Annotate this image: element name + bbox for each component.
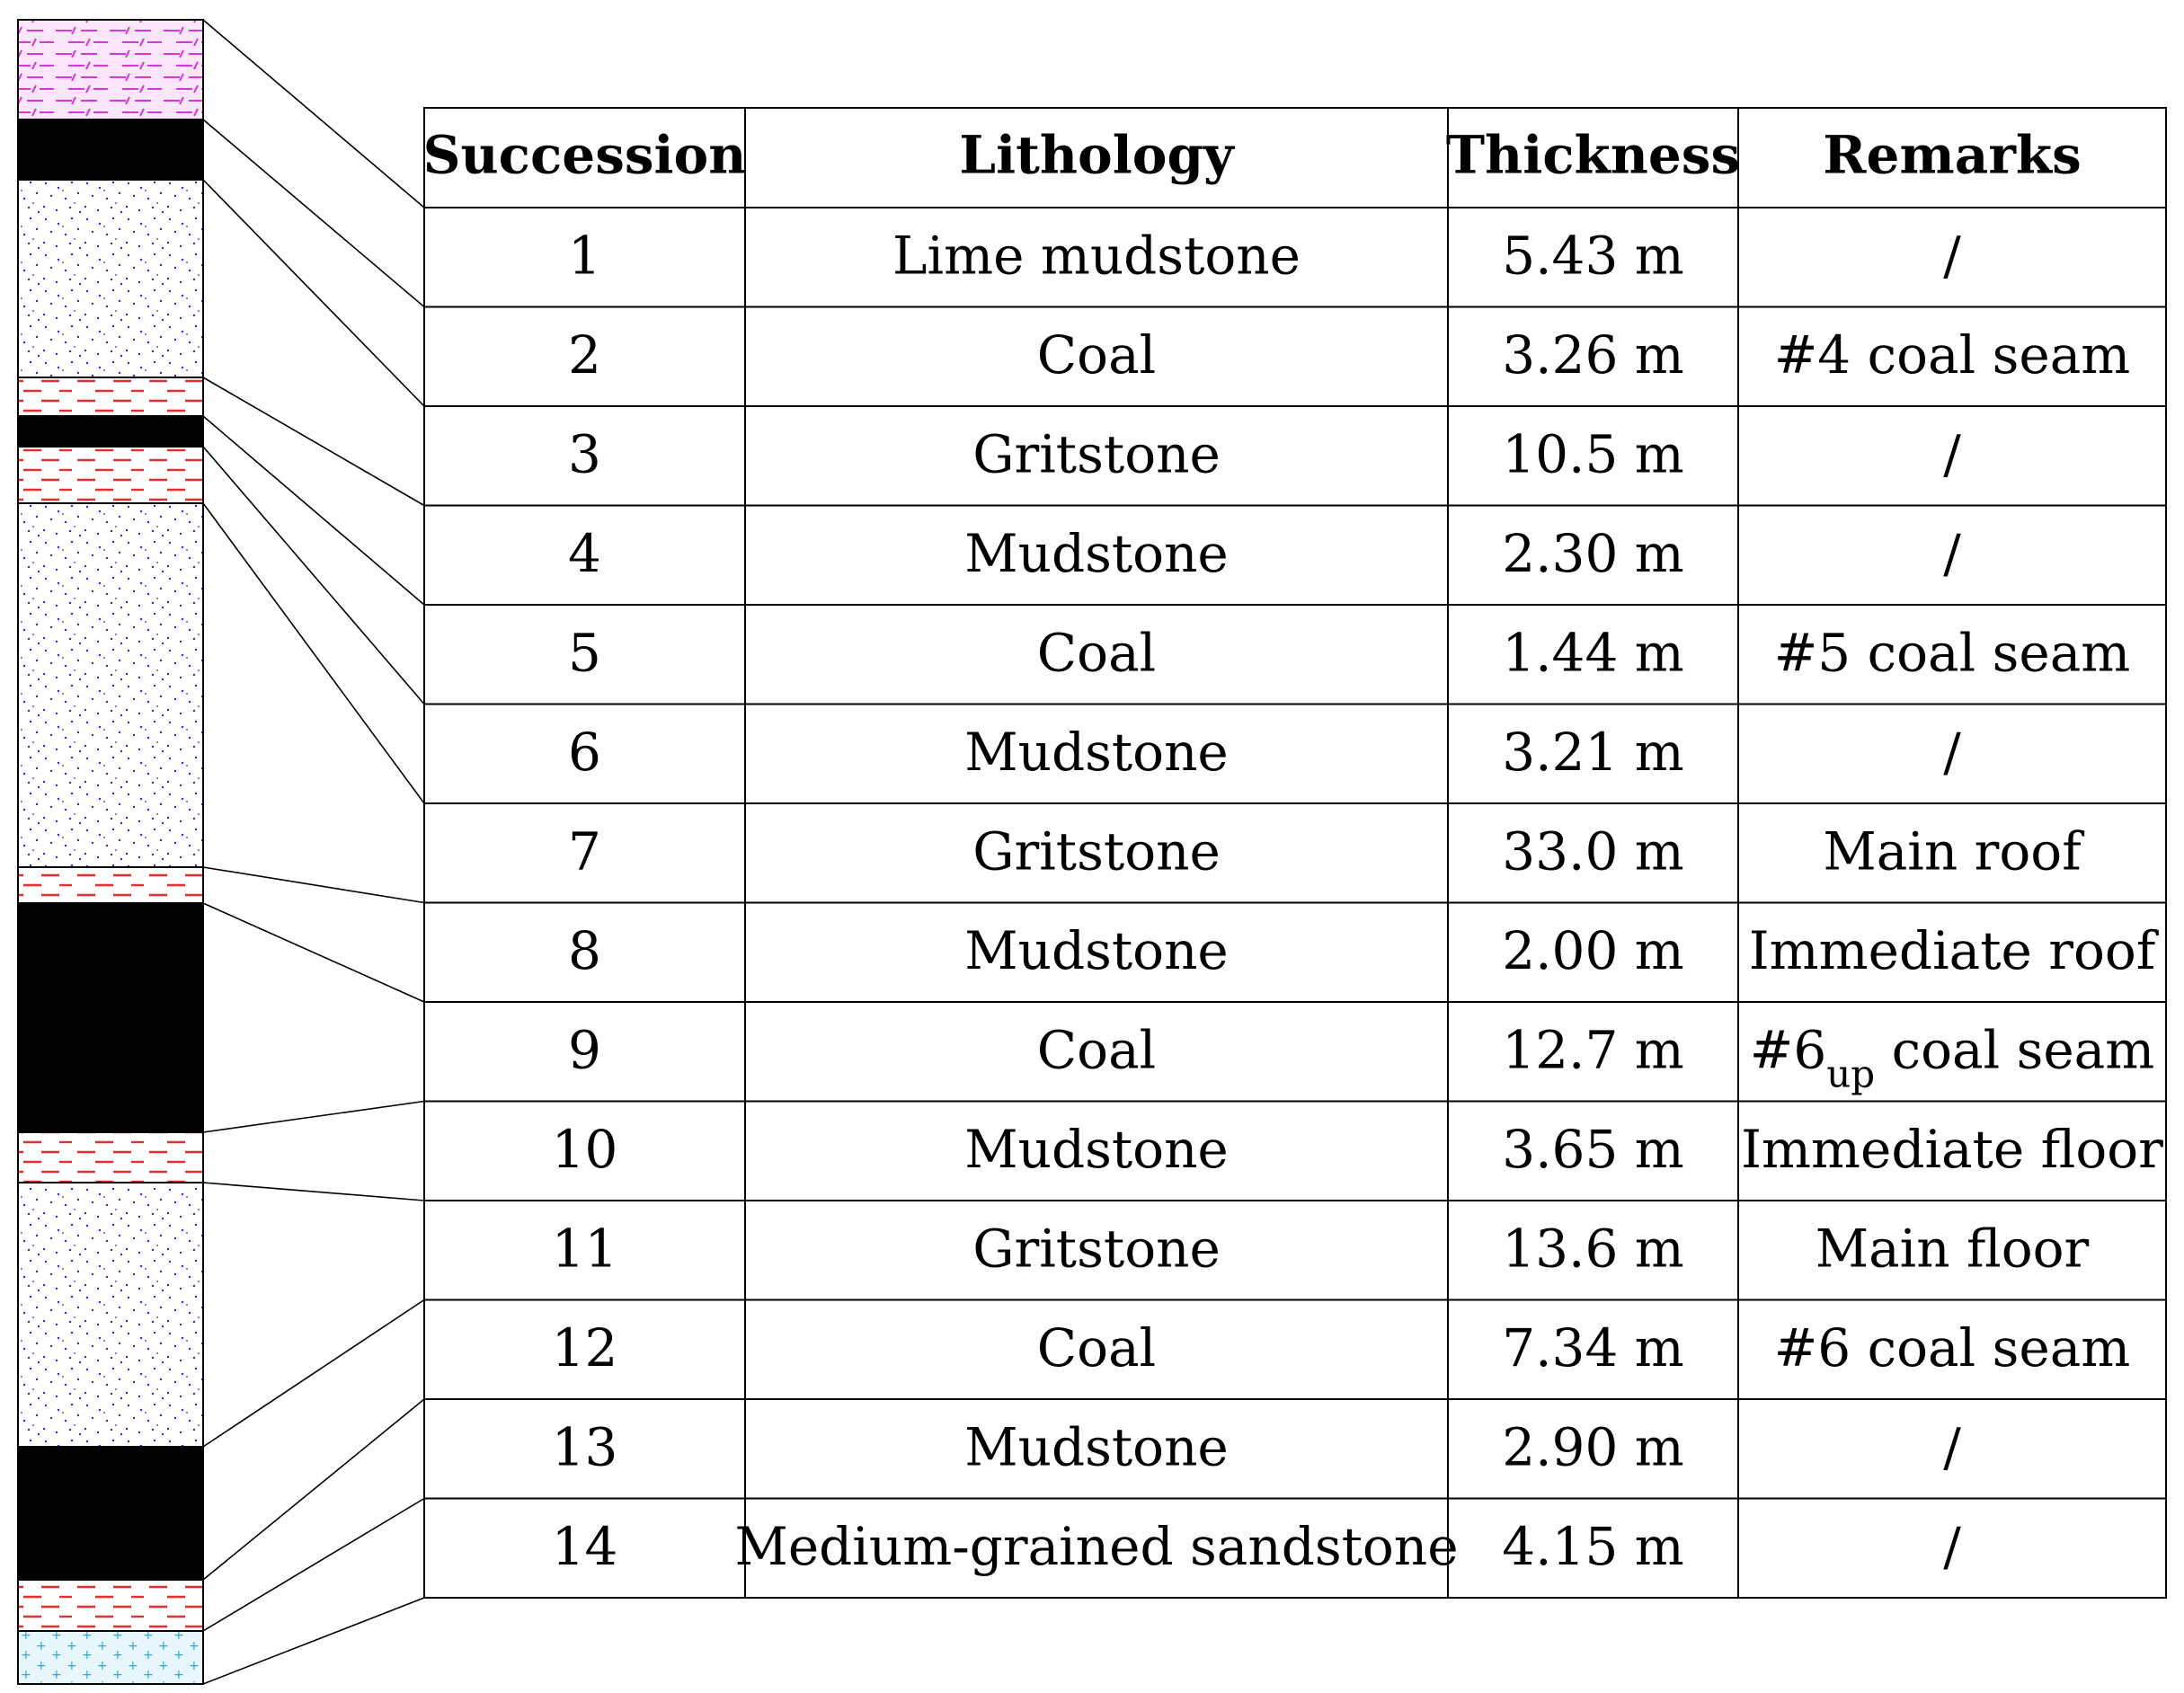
column-layer-14-sandstone	[17, 1630, 204, 1685]
cell-lithology: Coal	[1037, 622, 1156, 683]
cell-remarks: Main floor	[1816, 1218, 2090, 1279]
cell-succession: 11	[552, 1218, 618, 1279]
remarks-suffix: coal seam	[1875, 1019, 2154, 1080]
cell-remarks: Main roof	[1823, 820, 2084, 882]
stratigraphic-column	[17, 19, 204, 1685]
connector-lines	[202, 19, 425, 1685]
remarks-prefix: #6	[1750, 1019, 1827, 1080]
column-layer-12-coal	[17, 1446, 204, 1581]
connector-line	[202, 1497, 425, 1632]
connector-line	[202, 377, 425, 507]
cell-thickness: 2.90 m	[1502, 1416, 1684, 1477]
header-succession: Succession	[423, 125, 747, 186]
cell-remarks: /	[1943, 225, 1961, 286]
lithology-table: Succession Lithology Thickness Remarks 1 Lime…	[423, 107, 2167, 1599]
cell-thickness: 2.30 m	[1502, 523, 1684, 584]
cell-succession: 9	[568, 1019, 601, 1080]
cell-succession: 6	[568, 722, 601, 783]
cell-thickness: 33.0 m	[1502, 820, 1684, 882]
column-layer-1-lime-mudstone	[17, 19, 204, 120]
cell-lithology: Mudstone	[964, 722, 1229, 783]
cell-thickness: 5.43 m	[1502, 225, 1684, 286]
cell-thickness: 4.15 m	[1502, 1516, 1684, 1577]
cell-remarks: /	[1943, 1416, 1961, 1477]
cell-thickness: 2.00 m	[1502, 920, 1684, 981]
cell-succession: 13	[552, 1416, 618, 1477]
connector-line	[202, 1182, 425, 1201]
cell-lithology: Medium-grained sandstone	[734, 1516, 1458, 1577]
connector-line	[202, 1597, 425, 1685]
connector-line	[202, 502, 425, 804]
connector-line	[202, 1100, 425, 1133]
cell-lithology: Mudstone	[964, 1416, 1229, 1477]
connector-line	[202, 415, 425, 606]
remarks-subscript: up	[1826, 1051, 1875, 1095]
connector-line	[202, 1299, 425, 1448]
cell-thickness: 13.6 m	[1502, 1218, 1684, 1279]
cell-remarks: Immediate roof	[1749, 920, 2159, 981]
cell-succession: 4	[568, 523, 601, 584]
column-layer-11-gritstone	[17, 1182, 204, 1448]
column-layer-10-mudstone	[17, 1131, 204, 1183]
cell-succession: 10	[552, 1119, 618, 1180]
connector-line	[202, 179, 425, 407]
connector-line	[202, 866, 425, 904]
connector-line	[202, 119, 425, 308]
cell-succession: 5	[568, 622, 601, 683]
header-thickness: Thickness	[1446, 125, 1740, 186]
cell-remarks: #4 coal seam	[1774, 324, 2131, 386]
connector-line	[202, 446, 425, 705]
cell-lithology: Gritstone	[972, 423, 1221, 484]
connector-line	[202, 902, 425, 1003]
table-border	[423, 107, 2167, 1599]
column-layer-9-coal	[17, 902, 204, 1133]
cell-succession: 3	[568, 423, 601, 484]
cell-lithology: Mudstone	[964, 1119, 1229, 1180]
cell-succession: 7	[568, 820, 601, 882]
cell-lithology: Coal	[1037, 1019, 1156, 1080]
cell-remarks: #5 coal seam	[1774, 622, 2131, 683]
cell-succession: 12	[552, 1317, 618, 1378]
cell-succession: 14	[552, 1516, 618, 1577]
column-layer-2-coal	[17, 119, 204, 181]
connector-line	[202, 1398, 425, 1581]
cell-lithology: Mudstone	[964, 920, 1229, 981]
cell-lithology: Gritstone	[972, 1218, 1221, 1279]
column-layer-5-coal	[17, 415, 204, 448]
header-remarks: Remarks	[1823, 125, 2081, 186]
header-lithology: Lithology	[959, 125, 1236, 186]
cell-thickness: 3.26 m	[1502, 324, 1684, 386]
cell-succession: 1	[568, 225, 601, 286]
cell-lithology: Coal	[1037, 324, 1156, 386]
column-layer-7-gritstone	[17, 502, 204, 868]
cell-thickness: 3.65 m	[1502, 1119, 1684, 1180]
cell-remarks: /	[1943, 423, 1961, 484]
column-layer-13-mudstone	[17, 1579, 204, 1632]
cell-thickness: 3.21 m	[1502, 722, 1684, 783]
cell-remarks: /	[1943, 1516, 1961, 1577]
cell-remarks: Immediate floor	[1741, 1119, 2163, 1180]
cell-thickness: 10.5 m	[1502, 423, 1684, 484]
cell-thickness: 12.7 m	[1502, 1019, 1684, 1080]
cell-succession: 8	[568, 920, 601, 981]
cell-lithology: Lime mudstone	[892, 225, 1301, 286]
column-layer-6-mudstone	[17, 446, 204, 504]
cell-remarks: #6up coal seam	[1750, 1019, 2155, 1095]
cell-thickness: 1.44 m	[1502, 622, 1684, 683]
cell-remarks: #6 coal seam	[1774, 1317, 2131, 1378]
cell-lithology: Gritstone	[972, 820, 1221, 882]
cell-succession: 2	[568, 324, 601, 386]
column-layer-4-mudstone	[17, 377, 204, 417]
cell-remarks: /	[1943, 523, 1961, 584]
cell-remarks: /	[1943, 722, 1961, 783]
cell-thickness: 7.34 m	[1502, 1317, 1684, 1378]
connector-line	[202, 19, 425, 208]
cell-lithology: Coal	[1037, 1317, 1156, 1378]
cell-lithology: Mudstone	[964, 523, 1229, 584]
column-layer-8-mudstone	[17, 866, 204, 904]
column-layer-3-gritstone	[17, 179, 204, 378]
